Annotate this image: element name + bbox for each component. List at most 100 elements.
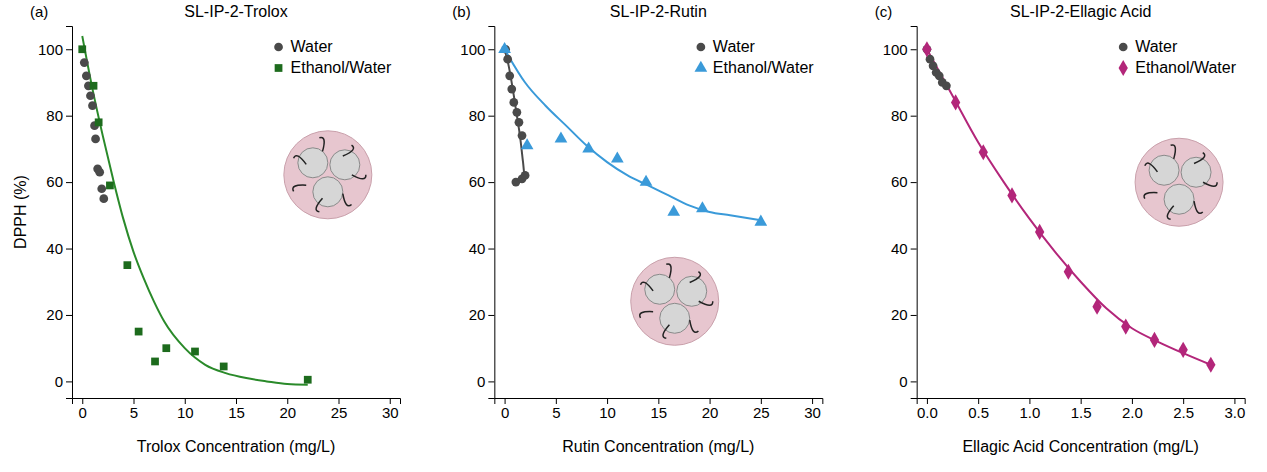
inset-illustration: [1135, 138, 1223, 226]
plot-marks: [922, 41, 1215, 373]
data-point: [106, 182, 114, 190]
legend-symbol: [275, 64, 283, 72]
data-point: [611, 152, 624, 163]
inset-shell: [631, 257, 719, 345]
data-point: [667, 205, 680, 216]
legend-label: Ethanol/Water: [291, 59, 392, 76]
legend-entry: Ethanol/Water: [695, 59, 815, 76]
data-point: [582, 142, 595, 153]
data-point: [97, 184, 106, 193]
data-point: [80, 58, 89, 67]
y-tick-mark: [911, 249, 917, 250]
x-axis: 0.00.51.01.52.02.53.0: [917, 398, 1245, 421]
y-tick-mark: [488, 315, 494, 316]
x-tick-label: 15: [650, 404, 667, 421]
x-axis: 051015202530: [495, 398, 823, 421]
y-tick-mark: [488, 49, 494, 50]
data-point: [1035, 224, 1044, 240]
x-tick: 30: [804, 398, 821, 421]
legend-entry: Ethanol/Water: [275, 59, 392, 76]
legend-label: Ethanol/Water: [1135, 59, 1236, 76]
inset-particle: [313, 177, 343, 207]
fit-line: [82, 36, 308, 385]
inset-chain: [319, 137, 324, 151]
inset-particle: [298, 148, 328, 178]
inset-chain: [699, 301, 713, 305]
x-tick-label: 0.5: [968, 404, 989, 421]
panel-label: (b): [452, 3, 470, 20]
x-tick: 2.5: [1173, 398, 1194, 421]
y-tick: 100: [460, 41, 494, 58]
x-tick: 0: [501, 398, 509, 421]
data-point: [151, 358, 159, 366]
inset-illustration: [631, 257, 719, 345]
data-point: [82, 71, 91, 80]
x-tick: 10: [599, 398, 616, 421]
y-tick-mark: [488, 116, 494, 117]
y-tick: 20: [469, 306, 495, 323]
y-tick: 20: [46, 306, 72, 323]
legend-entry: Water: [274, 38, 333, 55]
panel-title: SL-IP-2-Ellagic Acid: [1010, 3, 1151, 20]
x-tick: 30: [382, 398, 399, 421]
legend: WaterEthanol/Water: [695, 38, 815, 76]
y-tick-mark: [66, 315, 72, 316]
y-tick-mark: [911, 49, 917, 50]
y-tick: 60: [891, 173, 917, 190]
data-point: [503, 55, 512, 64]
plot-marks: [78, 36, 311, 385]
data-point: [922, 41, 931, 57]
y-tick-label: 100: [38, 41, 63, 58]
y-tick-mark: [488, 182, 494, 183]
inset-chain: [690, 272, 701, 283]
inset-chain: [1167, 206, 1173, 220]
x-tick-label: 3.0: [1224, 404, 1245, 421]
x-axis-title: Ellagic Acid Concentration (mg/L): [962, 438, 1199, 455]
inset-chain: [294, 156, 307, 165]
x-tick: 10: [177, 398, 194, 421]
data-point: [1179, 342, 1188, 358]
x-tick-label: 15: [228, 404, 245, 421]
y-tick-label: 100: [883, 41, 908, 58]
x-axis: 051015202530: [73, 398, 401, 421]
data-point: [1092, 299, 1101, 315]
x-tick-label: 0.0: [917, 404, 938, 421]
y-tick-mark: [488, 381, 494, 382]
legend-label: Water: [1135, 38, 1178, 55]
y-tick-label: 0: [899, 373, 907, 390]
panel: 0.00.51.01.52.02.53.0020406080100SL-IP-2…: [875, 3, 1246, 455]
legend-symbol: [697, 43, 706, 52]
y-tick-label: 80: [469, 107, 486, 124]
y-tick: 0: [477, 373, 494, 390]
legend: Water Ethanol/Water: [274, 38, 392, 76]
y-tick: 80: [469, 107, 495, 124]
y-axis-line: [911, 27, 918, 399]
y-axis-title: DPPH (%): [12, 175, 29, 249]
fit-line: [927, 49, 1211, 365]
y-tick: 40: [469, 240, 495, 257]
y-tick-mark: [66, 182, 72, 183]
inset-chain: [663, 325, 669, 339]
y-axis: 020406080100: [38, 27, 73, 399]
y-tick-mark: [911, 116, 917, 117]
inset-chain: [1144, 193, 1157, 199]
data-point: [509, 98, 518, 107]
y-tick-mark: [911, 182, 917, 183]
legend-entry: Ethanol/Water: [1119, 59, 1237, 76]
y-tick-mark: [66, 116, 72, 117]
data-point: [505, 71, 514, 80]
x-tick: 2.0: [1122, 398, 1143, 421]
inset-particle: [1164, 184, 1194, 214]
data-point: [95, 168, 104, 177]
panel: 051015202530020406080100SL-IP-2-Rutin(b)…: [452, 3, 822, 455]
panel-label: (a): [30, 3, 48, 20]
x-tick: 3.0: [1224, 398, 1245, 421]
inset-shell: [1135, 138, 1223, 226]
data-point: [191, 348, 199, 356]
x-tick-label: 20: [279, 404, 296, 421]
inset-chain: [352, 175, 366, 179]
data-point: [1064, 264, 1073, 280]
data-point: [91, 135, 100, 144]
x-axis-title: Trolox Concentration (mg/L): [137, 438, 336, 455]
y-tick: 0: [899, 373, 916, 390]
